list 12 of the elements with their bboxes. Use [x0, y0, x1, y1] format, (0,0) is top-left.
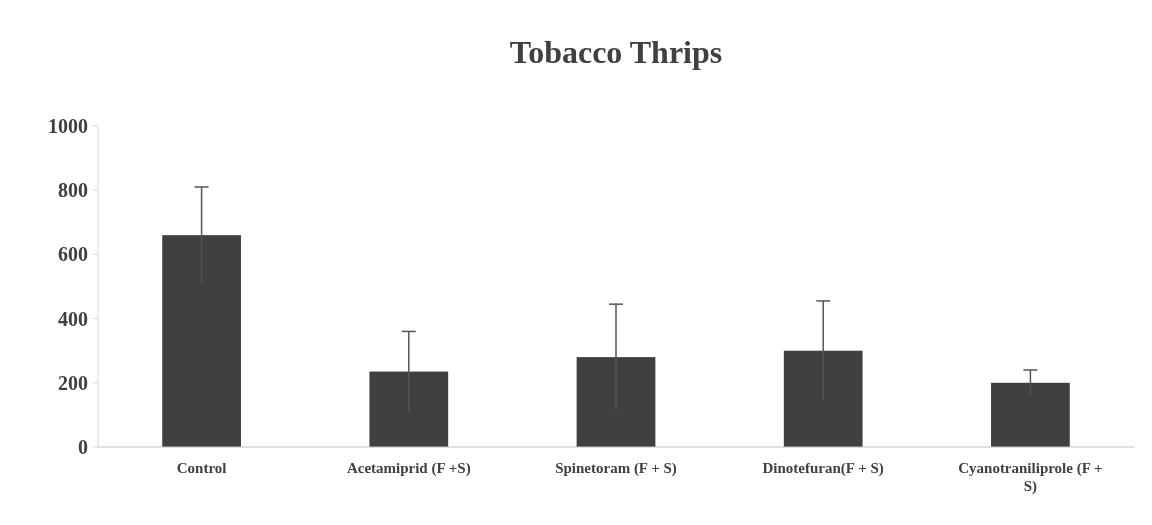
y-tick-label: 800 [58, 179, 88, 202]
y-tick-label: 0 [78, 436, 88, 458]
x-tick-label: Control [176, 460, 227, 476]
y-tick-label: 400 [58, 307, 88, 330]
y-tick-label: 1000 [48, 115, 88, 137]
chart-title: Tobacco Thrips [509, 34, 723, 70]
x-tick-label: Cyanotraniliprole (F + S) [958, 460, 1103, 495]
x-tick-label: Dinotefuran(F + S) [762, 460, 884, 477]
y-tick-label: 600 [58, 243, 88, 266]
x-tick-label: Spinetoram (F + S) [555, 460, 677, 477]
x-tick-label: Acetamiprid (F +S) [346, 460, 471, 477]
y-tick-label: 200 [58, 371, 88, 394]
